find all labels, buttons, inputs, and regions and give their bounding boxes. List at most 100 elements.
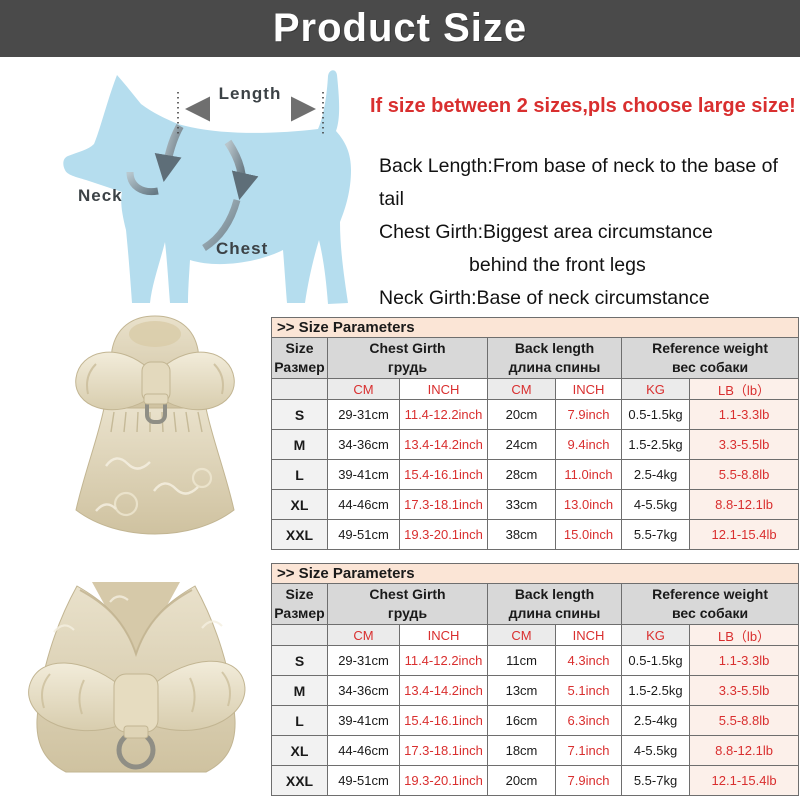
unit-inch: INCH [555,624,622,646]
size-value-cell: 39-41cm [327,705,400,736]
chest-girth-note-2: behind the front legs [469,254,646,276]
col-back-length: Back length длина спины [487,583,622,625]
col-size: Size Размер [271,337,328,379]
size-value-cell: 7.1inch [555,735,622,766]
vest-lapels [79,589,193,658]
bow-knot [113,673,159,733]
brocade-pattern [95,457,199,512]
size-value-cell: 34-36cm [327,429,400,460]
bow-folds [86,363,224,395]
size-value-cell: 6.3inch [555,705,622,736]
unit-cm: CM [487,378,556,400]
size-value-cell: 1.5-2.5kg [621,429,690,460]
brocade-rose-1 [113,491,139,517]
measurement-notes: Back Length:From base of neck to the bas… [379,150,797,315]
vest-lining [92,582,180,662]
d-ring-strap [143,393,169,405]
col-back-en: Back length [514,340,595,356]
size-value-cell: 11cm [487,645,556,676]
bow-right-loop [153,660,246,731]
col-size: Size Размер [271,583,328,625]
size-value-cell: 1.5-2.5kg [621,675,690,706]
size-value-cell: 4.3inch [555,645,622,676]
col-chest-ru: грудь [387,359,428,375]
size-label-cell: XXL [271,765,328,796]
size-label-cell: S [271,645,328,676]
size-value-cell: 39-41cm [327,459,400,490]
size-value-cell: 5.5-7kg [621,765,690,796]
size-value-cell: 11.4-12.2inch [399,645,488,676]
chest-girth-note: Chest Girth:Biggest area circumstance [379,221,713,243]
size-value-cell: 17.3-18.1inch [399,489,488,520]
size-value-cell: 19.3-20.1inch [399,765,488,796]
table-title: >> Size Parameters [270,317,800,338]
size-value-cell: 20cm [487,765,556,796]
col-weight-ru: вес собаки [672,359,749,375]
size-value-cell: 18cm [487,735,556,766]
size-advice-notice: If size between 2 sizes,pls choose large… [370,95,796,117]
size-table-row: XL 44-46cm 17.3-18.1inch 33cm 13.0inch 4-5.5k… [271,489,800,520]
neck-band-icon [126,171,159,196]
size-value-cell: 17.3-18.1inch [399,735,488,766]
size-value-cell: 5.1inch [555,675,622,706]
size-value-cell: 2.5-4kg [621,705,690,736]
chest-band-arrow-icon [224,139,259,200]
unit-lb: LB（lb） [688,624,800,646]
size-value-cell: 4-5.5kg [621,489,690,520]
col-size-ru: Размер [274,605,325,621]
size-value-cell: 4-5.5kg [621,735,690,766]
size-value-cell: 38cm [487,519,556,550]
size-value-cell: 8.8-12.1lb [688,735,800,766]
col-size-en: Size [285,340,314,356]
size-label-cell: S [271,399,328,430]
size-table-row: L 39-41cm 15.4-16.1inch 28cm 11.0inch 2.5-4kg… [271,459,800,490]
col-back-ru: длина спины [508,359,601,375]
col-back-length: Back length длина спины [487,337,622,379]
size-value-cell: 8.8-12.1lb [688,489,800,520]
col-reference-weight: Reference weight вес собаки [620,337,800,379]
col-size-en: Size [285,586,314,602]
size-table-body: S 29-31cm 11.4-12.2inch 20cm 7.9inch 0.5-1.5k… [271,399,800,550]
table-title: >> Size Parameters [270,563,800,584]
table-title-row: >> Size Parameters [270,563,800,584]
length-label: Length [218,84,282,103]
size-value-cell: 15.4-16.1inch [399,459,488,490]
dress-collar [129,321,181,347]
units-row: CM INCH CM INCH KG LB（lb） [271,624,800,646]
unit-kg: KG [621,624,690,646]
unit-cm: CM [327,624,400,646]
col-weight-en: Reference weight [652,586,769,602]
size-value-cell: 20cm [487,399,556,430]
size-value-cell: 5.5-7kg [621,519,690,550]
size-value-cell: 7.9inch [555,399,622,430]
unit-inch: INCH [399,624,488,646]
size-value-cell: 13cm [487,675,556,706]
neck-band-arrow-icon [154,124,184,183]
back-length-note: Back Length:From base of neck to the bas… [379,155,778,210]
size-label-cell: XL [271,735,328,766]
size-value-cell: 0.5-1.5kg [621,399,690,430]
size-table-dress: >> Size Parameters Size Размер Chest Gir… [270,317,800,550]
size-label-cell: L [271,705,328,736]
size-value-cell: 28cm [487,459,556,490]
size-table-body: S 29-31cm 11.4-12.2inch 11cm 4.3inch 0.5-1.5k… [271,645,800,796]
size-value-cell: 1.1-3.3lb [688,399,800,430]
size-value-cell: 3.3-5.5lb [688,429,800,460]
unit-inch: INCH [555,378,622,400]
size-table-row: XXL 49-51cm 19.3-20.1inch 20cm 7.9inch 5.5-7k… [271,765,800,796]
col-reference-weight: Reference weight вес собаки [620,583,800,625]
unit-cm: CM [487,624,556,646]
size-value-cell: 44-46cm [327,735,400,766]
bow-left-loop [28,662,119,732]
col-back-en: Back length [514,586,595,602]
size-value-cell: 11.4-12.2inch [399,399,488,430]
product-photo-harness-vest [28,582,246,773]
size-value-cell: 12.1-15.4lb [688,765,800,796]
size-label-cell: L [271,459,328,490]
d-ring-strap [123,725,149,739]
size-label-cell: XL [271,489,328,520]
size-label-cell: XXL [271,519,328,550]
unit-inch: INCH [399,378,488,400]
col-weight-en: Reference weight [652,340,769,356]
banner: Product Size [0,0,800,57]
